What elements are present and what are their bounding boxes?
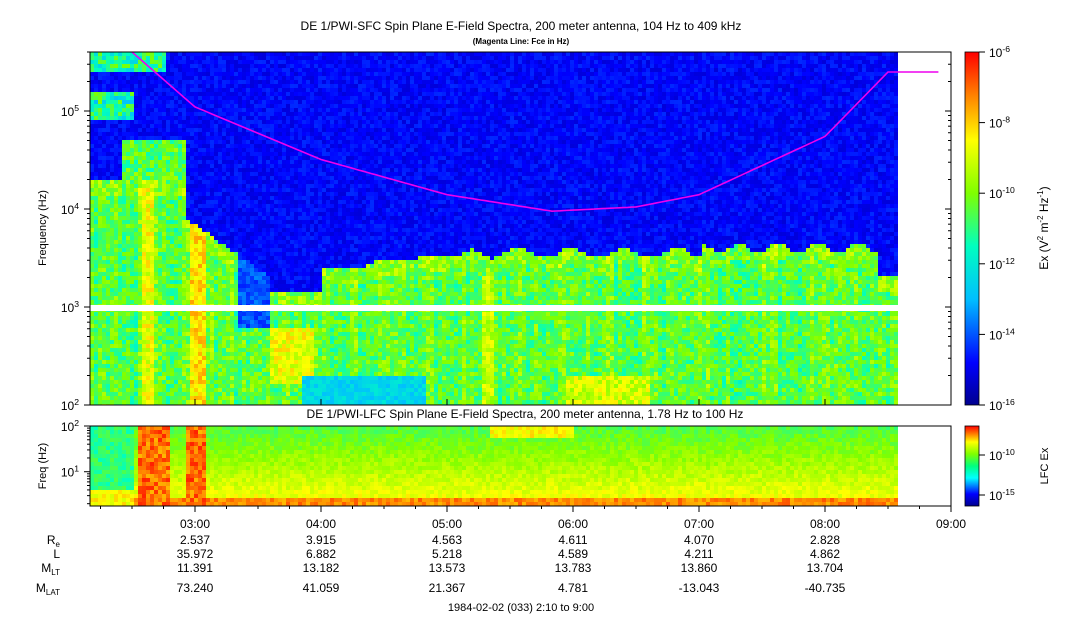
top-no-data-region [898,52,951,405]
top-y-axis-label: Frequency (Hz) [37,190,49,266]
bottom-no-data-region [898,426,951,506]
ephemeris-value: 13.182 [303,561,340,575]
ephemeris-value: 4.862 [810,547,840,561]
bottom-colorbar-label: LFC Ex [1039,447,1051,484]
top-colorbar-tick-label: 10-6 [989,44,1010,60]
bottom-colorbar-tick-label: 10-15 [989,487,1015,503]
ephemeris-value: 13.704 [807,561,844,575]
ephemeris-value: 4.589 [558,547,588,561]
ephemeris-value: 2.828 [810,533,840,547]
top-y-tick-label: 105 [61,103,79,119]
x-tick-label: 04:00 [306,517,336,531]
x-axis-label: 1984-02-02 (033) 2:10 to 9:00 [448,602,594,614]
top-colorbar-tick-label: 10-12 [989,256,1015,272]
ephemeris-value: -40.735 [805,581,846,595]
ephemeris-value: 73.240 [177,581,214,595]
bottom-chart-title: DE 1/PWI-LFC Spin Plane E-Field Spectra,… [307,407,744,421]
bottom-spectrogram [90,426,951,506]
ephemeris-row-label: MLAT [36,581,60,597]
top-chart-title: DE 1/PWI-SFC Spin Plane E-Field Spectra,… [301,19,742,33]
x-tick-label: 07:00 [684,517,714,531]
ephemeris-value: 41.059 [303,581,340,595]
bottom-y-axis-label: Freq (Hz) [37,443,49,489]
ephemeris-value: 13.860 [681,561,718,575]
ephemeris-value: 13.783 [555,561,592,575]
ephemeris-value: 4.611 [558,533,587,547]
ephemeris-value: 2.537 [180,533,210,547]
top-colorbar: 10-6 10-8 10-10 10-12 10-14 10-16 Ex (V2 m-2 … [965,44,1051,413]
bottom-y-axis: 102 101 [61,418,90,504]
bottom-y-tick-label: 102 [61,418,79,434]
ephemeris-value: 3.915 [306,533,336,547]
top-data-gap [90,305,898,311]
ephemeris-value: 4.781 [558,581,588,595]
ephemeris-row-label: MLT [41,561,60,577]
top-y-tick-label: 102 [61,397,79,413]
ephemeris-value: 21.367 [429,581,466,595]
top-colorbar-tick-label: 10-10 [989,185,1015,201]
ephemeris-value: 4.070 [684,533,714,547]
ephemeris-row-label: L [53,547,60,561]
top-spectrogram [90,52,951,408]
bottom-colorbar: 10-10 10-15 LFC Ex [965,426,1051,506]
ephemeris-value: 5.218 [432,547,462,561]
ephemeris-value: 13.573 [429,561,466,575]
top-colorbar-tick-label: 10-16 [989,397,1015,413]
top-chart-subtitle: (Magenta Line: Fce in Hz) [473,37,570,46]
top-colorbar-tick-label: 10-14 [989,326,1015,342]
x-tick-label: 03:00 [180,517,210,531]
bottom-colorbar-tick-label: 10-10 [989,447,1015,463]
top-y-tick-label: 103 [61,299,79,315]
top-colorbar-label: Ex (V2 m-2 Hz-1) [1036,186,1051,269]
bottom-y-tick-label: 101 [61,464,79,480]
ephemeris-value: 35.972 [177,547,214,561]
ephemeris-value: -13.043 [679,581,720,595]
x-tick-label: 05:00 [432,517,462,531]
ephemeris-value: 4.211 [684,547,713,561]
ephemeris-value: 6.882 [306,547,336,561]
ephemeris-value: 4.563 [432,533,462,547]
x-tick-label: 06:00 [558,517,588,531]
top-colorbar-tick-label: 10-8 [989,115,1010,131]
x-tick-label: 08:00 [810,517,840,531]
top-y-tick-label: 104 [61,201,79,217]
ephemeris-value: 11.391 [177,561,213,575]
x-tick-label: 09:00 [936,517,966,531]
